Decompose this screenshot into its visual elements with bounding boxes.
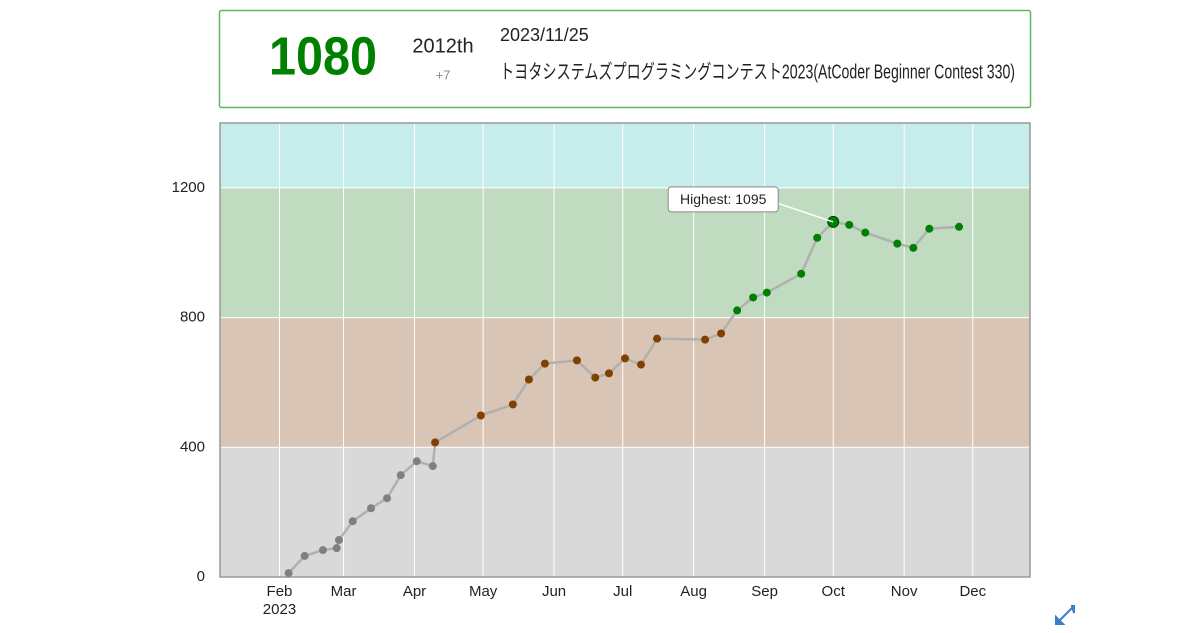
- rating-point: [476, 411, 485, 420]
- rating-point: [572, 356, 581, 365]
- contest-date: 2023/11/25: [500, 25, 589, 45]
- x-tick-label: Oct: [822, 583, 846, 600]
- rating-point: [733, 306, 742, 315]
- rank: 2012th: [412, 35, 473, 57]
- rating-point: [797, 269, 806, 278]
- y-tick-label: 0: [197, 568, 205, 585]
- rating-point: [762, 288, 771, 297]
- rating-point: [621, 354, 629, 363]
- rating-point: [300, 551, 309, 560]
- contest-name: トヨタシステムズプログラミングコンテスト2023(AtCoder Beginne…: [500, 60, 1015, 83]
- x-tick-label: Apr: [403, 583, 426, 600]
- x-tick-label: Sep: [751, 583, 778, 600]
- rank-band: [220, 447, 1030, 577]
- rank-band: [220, 187, 1030, 318]
- expand-icon[interactable]: [1055, 605, 1075, 625]
- x-tick-label: Nov: [891, 583, 918, 600]
- rating-point: [318, 546, 327, 555]
- y-tick-label: 800: [180, 309, 205, 326]
- y-tick-label: 1200: [172, 179, 205, 196]
- rating-point: [813, 233, 822, 242]
- rating-point: [396, 471, 405, 480]
- x-tick-label: Feb: [267, 583, 293, 600]
- rating-point: [717, 329, 726, 338]
- header-box: [218, 9, 1032, 109]
- plot-frame: [219, 122, 1031, 578]
- x-tick-label: Aug: [680, 583, 707, 600]
- rating-point: [925, 224, 934, 233]
- annotation: Highest: 1095: [680, 191, 767, 207]
- rating: 1080: [269, 26, 377, 86]
- rating-point: [591, 373, 600, 382]
- rating-point: [845, 220, 854, 229]
- rating-point: [909, 243, 918, 252]
- rating-point: [284, 569, 293, 578]
- rating-point: [348, 517, 357, 526]
- rank-band: [220, 123, 1030, 188]
- rating-point: [540, 359, 549, 368]
- rating-point: [334, 536, 343, 545]
- x-tick-label: Mar: [331, 583, 357, 600]
- rating-point: [367, 504, 376, 513]
- x-tick-label: May: [469, 583, 498, 600]
- annotation-leader: [777, 202, 834, 223]
- rating-point: [955, 222, 964, 231]
- rank-band: [220, 317, 1030, 448]
- rating-point: [637, 360, 646, 369]
- rating-point: [749, 293, 758, 302]
- rating-point: [428, 462, 437, 471]
- x-tick-label: Dec: [959, 583, 986, 600]
- annotation-box: [667, 186, 779, 213]
- rating-point: [701, 335, 710, 344]
- x-tick-label: Jun: [542, 583, 566, 600]
- x-tick-label: Jul: [613, 583, 632, 600]
- rating-point: [431, 438, 440, 447]
- x-year-label: 2023: [263, 601, 296, 618]
- rating-point: [383, 494, 392, 503]
- rating-point: [861, 228, 870, 237]
- rating-point: [524, 375, 533, 384]
- rating-point: [332, 544, 341, 553]
- y-tick-label: 400: [180, 438, 205, 455]
- rating-point: [604, 369, 613, 378]
- rating-point: [508, 400, 517, 409]
- rating-point: [412, 457, 421, 466]
- rating-point: [893, 239, 902, 248]
- rating-point: [653, 334, 662, 343]
- rating-diff: +7: [436, 67, 451, 82]
